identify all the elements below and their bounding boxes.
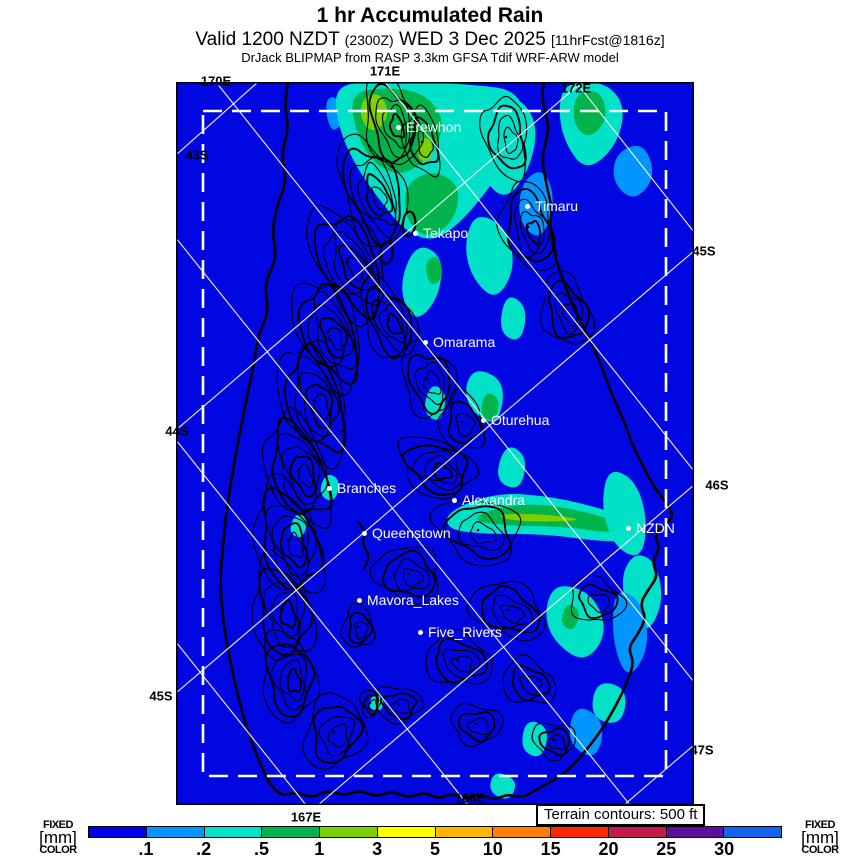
colorbar-tick-25: 25 bbox=[656, 839, 677, 859]
valid-time-prefix: Valid 1200 NZDT bbox=[195, 29, 340, 50]
valid-date: WED 3 Dec 2025 bbox=[398, 29, 546, 50]
colorbar-segment-9 bbox=[608, 827, 667, 837]
rain-colorbar bbox=[88, 826, 782, 838]
axis-label-45s: 45S bbox=[149, 688, 173, 704]
place-name: Timaru bbox=[535, 198, 579, 214]
place-dot bbox=[626, 526, 631, 531]
colorbar-segment-2 bbox=[204, 827, 263, 837]
colorbar-tick-.2: .2 bbox=[196, 839, 212, 859]
place-name: Oturehua bbox=[491, 412, 550, 428]
axis-label-170e: 170E bbox=[200, 73, 232, 89]
colorbar-segment-4 bbox=[320, 827, 378, 837]
place-dot bbox=[413, 231, 418, 236]
place-name: Five_Rivers bbox=[428, 624, 502, 640]
axis-label-167e: 167E bbox=[290, 809, 322, 825]
legend-units-right: FIXED [mm] COLOR bbox=[796, 820, 844, 856]
colorbar-tick-1: 1 bbox=[314, 839, 325, 859]
legend-fixed-label: FIXED bbox=[43, 819, 73, 831]
colorbar-tick-30: 30 bbox=[714, 839, 735, 859]
axis-label-172e: 172E bbox=[560, 80, 592, 96]
place-name: Mavora_Lakes bbox=[367, 592, 459, 608]
colorbar-tick-3: 3 bbox=[372, 839, 383, 859]
place-label-branches: Branches bbox=[327, 480, 396, 496]
axis-label-171e: 171E bbox=[369, 63, 401, 79]
legend-mm-label: [mm] bbox=[39, 828, 77, 847]
place-dot bbox=[396, 125, 401, 130]
valid-time-line: Valid 1200 NZDT (2300Z) WED 3 Dec 2025 [… bbox=[10, 29, 850, 51]
place-label-alexandra: Alexandra bbox=[452, 492, 525, 508]
place-name: Alexandra bbox=[462, 492, 526, 508]
place-label-tekapo: Tekapo bbox=[413, 225, 468, 241]
place-label-nzdn: NZDN bbox=[626, 520, 675, 536]
legend-mm-label: [mm] bbox=[801, 828, 839, 847]
colorbar-segment-3 bbox=[262, 827, 320, 837]
place-label-five_rivers: Five_Rivers bbox=[418, 624, 502, 640]
place-name: Tekapo bbox=[423, 225, 469, 241]
terrain-contour-note: Terrain contours: 500 ft bbox=[536, 804, 706, 826]
axis-label-45s: 45S bbox=[692, 243, 716, 259]
place-label-queenstown: Queenstown bbox=[362, 525, 451, 541]
axis-label-47s: 47S bbox=[690, 742, 714, 758]
colorbar-segment-8 bbox=[551, 827, 609, 837]
legend-color-label: COLOR bbox=[39, 844, 77, 856]
place-dot bbox=[452, 498, 457, 503]
place-name: Omarama bbox=[433, 334, 496, 350]
colorbar-segment-11 bbox=[724, 827, 781, 837]
colorbar-segment-6 bbox=[435, 827, 494, 837]
place-dot bbox=[362, 531, 367, 536]
colorbar-segment-1 bbox=[146, 827, 205, 837]
place-name: Branches bbox=[337, 480, 397, 496]
colorbar-segment-5 bbox=[377, 827, 436, 837]
place-label-oturehua: Oturehua bbox=[481, 412, 549, 428]
colorbar-segment-10 bbox=[666, 827, 725, 837]
forecast-map bbox=[176, 82, 694, 805]
legend-units-left: FIXED [mm] COLOR bbox=[34, 820, 82, 856]
place-dot bbox=[423, 340, 428, 345]
axis-label-44s: 44S bbox=[165, 423, 189, 439]
place-dot bbox=[418, 630, 423, 635]
colorbar-tick-.5: .5 bbox=[253, 839, 269, 859]
place-dot bbox=[525, 204, 530, 209]
forecast-tag: [11hrFcst@1816z] bbox=[551, 32, 665, 48]
colorbar-tick-10: 10 bbox=[482, 839, 503, 859]
valid-time-zulu: (2300Z) bbox=[344, 32, 394, 48]
page-title: 1 hr Accumulated Rain bbox=[316, 4, 544, 27]
colorbar-segment-7 bbox=[493, 827, 551, 837]
colorbar-tick-20: 20 bbox=[598, 839, 619, 859]
place-name: Erewhon bbox=[406, 119, 462, 135]
place-name: NZDN bbox=[636, 520, 675, 536]
map-canvas bbox=[176, 82, 694, 805]
place-dot bbox=[327, 486, 332, 491]
colorbar-tick-.1: .1 bbox=[138, 839, 154, 859]
place-label-timaru: Timaru bbox=[525, 198, 578, 214]
legend-color-label: COLOR bbox=[801, 844, 839, 856]
model-attribution-line: DrJack BLIPMAP from RASP 3.3km GFSA Tdif… bbox=[241, 50, 619, 65]
place-label-mavora_lakes: Mavora_Lakes bbox=[357, 592, 459, 608]
axis-label-43s: 43S bbox=[185, 147, 209, 163]
colorbar-tick-5: 5 bbox=[429, 839, 440, 859]
colorbar-tick-15: 15 bbox=[540, 839, 561, 859]
colorbar-segment-0 bbox=[89, 827, 147, 837]
axis-label-46s: 46S bbox=[705, 477, 729, 493]
place-dot bbox=[481, 418, 486, 423]
place-label-omarama: Omarama bbox=[423, 334, 495, 350]
place-dot bbox=[357, 598, 362, 603]
place-label-erewhon: Erewhon bbox=[396, 119, 461, 135]
axis-label-168e: 168E bbox=[454, 790, 486, 806]
place-name: Queenstown bbox=[372, 525, 451, 541]
legend-fixed-label: FIXED bbox=[805, 819, 835, 831]
